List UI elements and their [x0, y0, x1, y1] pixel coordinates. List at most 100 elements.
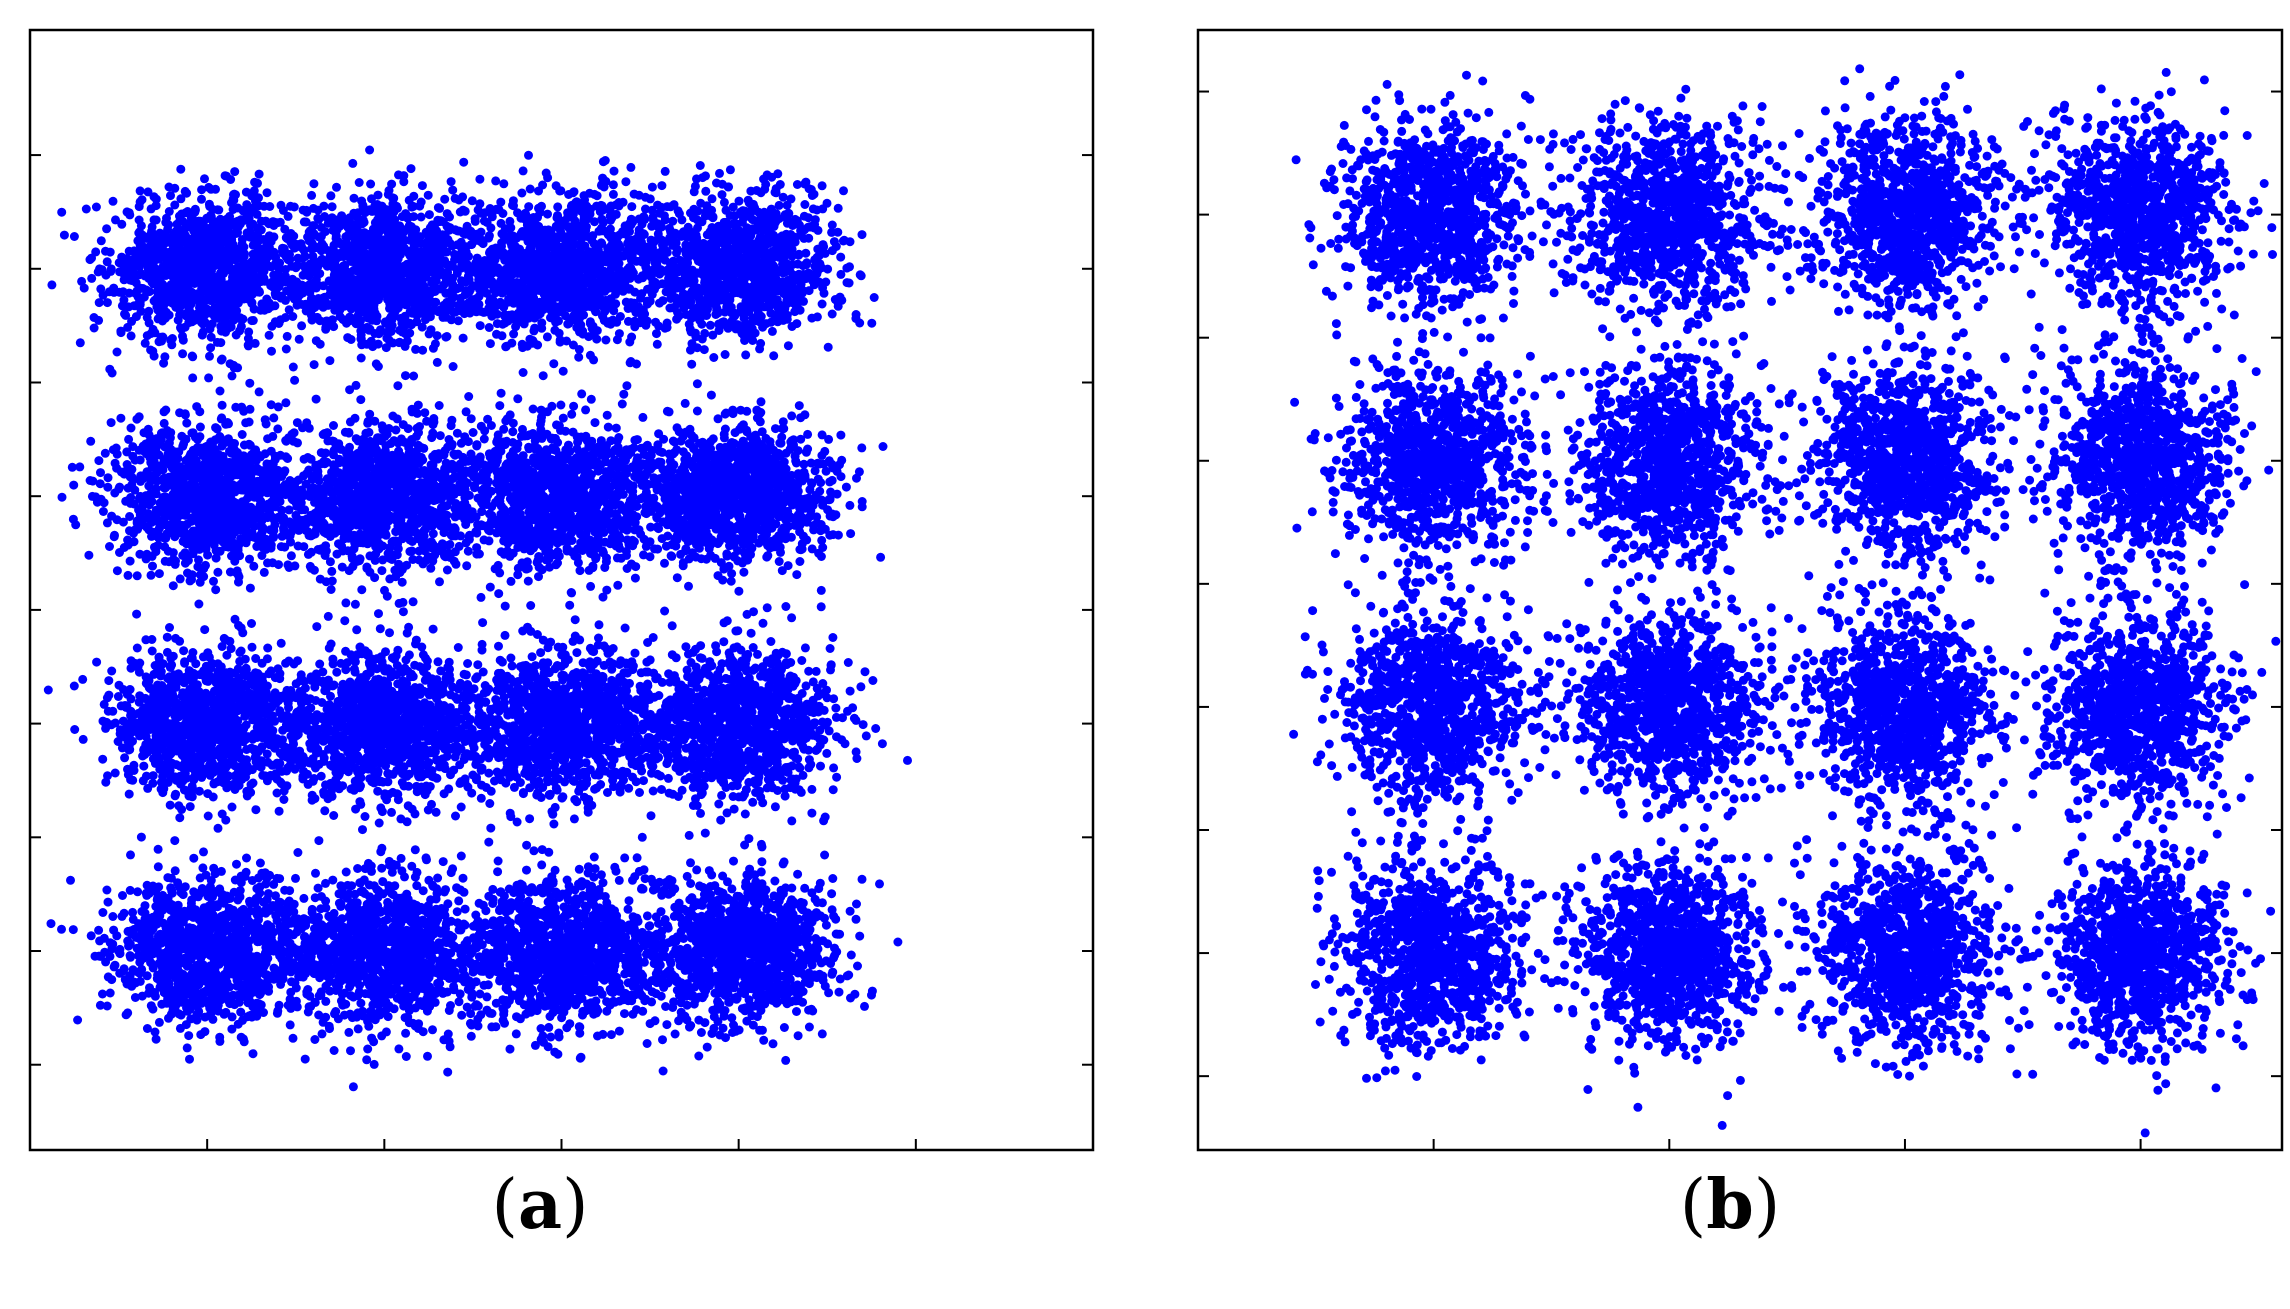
- data-point: [309, 179, 319, 189]
- data-point: [221, 318, 231, 328]
- data-point: [332, 182, 341, 192]
- data-point: [221, 220, 231, 230]
- data-point: [497, 274, 507, 283]
- data-point: [609, 166, 619, 176]
- data-point: [200, 174, 209, 184]
- data-point: [367, 285, 377, 295]
- data-point: [712, 304, 722, 314]
- data-point: [485, 339, 495, 349]
- data-point: [586, 204, 595, 214]
- data-point: [288, 312, 298, 321]
- data-point: [731, 269, 741, 278]
- data-point: [595, 262, 605, 272]
- data-point: [86, 436, 96, 446]
- data-point: [310, 242, 320, 252]
- data-point: [140, 338, 150, 348]
- data-point: [668, 216, 678, 226]
- data-point: [211, 184, 220, 194]
- data-point: [833, 297, 843, 307]
- data-point: [717, 179, 727, 189]
- data-point: [577, 389, 587, 399]
- cluster-0: [47, 164, 338, 396]
- data-point: [652, 249, 662, 259]
- data-point: [442, 288, 452, 298]
- data-point: [297, 321, 307, 331]
- data-point: [357, 219, 367, 229]
- data-point: [318, 302, 328, 312]
- data-point: [794, 250, 804, 260]
- data-point: [774, 200, 784, 210]
- data-point: [446, 277, 456, 287]
- data-point: [867, 318, 877, 328]
- data-point: [439, 270, 449, 280]
- data-point: [176, 164, 186, 174]
- data-point: [215, 311, 225, 321]
- data-point: [435, 203, 445, 213]
- data-point: [170, 183, 180, 193]
- data-point: [440, 194, 450, 204]
- data-point: [725, 165, 735, 175]
- data-point: [371, 359, 381, 369]
- data-point: [159, 294, 169, 304]
- data-point: [239, 294, 249, 304]
- data-point: [300, 284, 310, 294]
- data-point: [817, 299, 827, 309]
- data-point: [609, 276, 619, 286]
- data-point: [291, 263, 301, 273]
- data-point: [647, 182, 657, 192]
- data-point: [230, 167, 240, 177]
- data-point: [116, 328, 126, 338]
- data-point: [597, 201, 607, 211]
- data-point: [153, 305, 163, 315]
- data-point: [809, 189, 819, 199]
- data-point: [313, 205, 323, 215]
- data-point: [283, 211, 293, 221]
- data-point: [143, 187, 153, 197]
- data-point: [135, 186, 145, 196]
- data-point: [175, 310, 185, 320]
- data-point: [836, 252, 846, 262]
- data-point: [637, 289, 647, 299]
- data-point: [214, 205, 224, 215]
- data-point: [59, 230, 69, 240]
- data-point: [117, 219, 127, 229]
- data-point: [412, 282, 422, 292]
- data-point: [202, 213, 212, 223]
- data-point: [775, 300, 785, 310]
- data-point: [423, 190, 433, 200]
- data-point: [484, 323, 494, 332]
- data-point: [407, 320, 416, 330]
- data-point: [315, 269, 325, 279]
- data-point: [534, 203, 543, 213]
- data-point: [728, 321, 738, 330]
- data-point: [812, 312, 822, 322]
- data-point: [574, 352, 584, 362]
- data-point: [289, 202, 299, 212]
- data-point: [508, 250, 517, 260]
- data-point: [515, 251, 525, 261]
- data-point: [513, 269, 523, 278]
- data-point: [122, 259, 132, 269]
- data-point: [448, 185, 458, 195]
- data-point: [810, 219, 820, 229]
- data-point: [308, 303, 318, 313]
- data-point: [435, 217, 445, 227]
- data-point: [275, 217, 285, 227]
- data-point: [313, 213, 323, 223]
- data-point: [57, 492, 67, 502]
- data-point: [69, 232, 79, 241]
- data-point: [353, 247, 363, 257]
- data-point: [379, 208, 389, 218]
- data-point: [695, 161, 705, 170]
- data-point: [153, 314, 163, 324]
- data-point: [715, 280, 725, 290]
- scatter-plot-a: [28, 28, 1095, 1152]
- data-point: [267, 346, 276, 356]
- data-point: [291, 239, 301, 249]
- data-point: [627, 202, 637, 212]
- data-point: [190, 207, 200, 217]
- data-point: [470, 214, 480, 224]
- data-point: [137, 195, 147, 205]
- data-point: [219, 266, 229, 276]
- data-point: [151, 194, 161, 204]
